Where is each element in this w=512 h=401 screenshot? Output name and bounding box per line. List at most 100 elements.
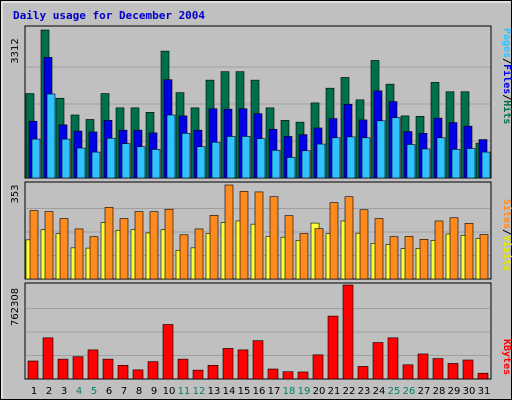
bar-pages-day-1 — [31, 138, 41, 179]
x-tick-label-19: 19 — [298, 386, 311, 397]
bar-pages-day-23 — [361, 137, 371, 179]
bar-sites-day-2 — [44, 211, 54, 280]
bar-pages-day-5 — [91, 151, 101, 179]
bar-pages-day-2 — [46, 93, 56, 179]
legend-hits: Hits — [501, 100, 512, 124]
bar-kbytes-day-8 — [132, 369, 144, 380]
bar-kbytes-day-5 — [87, 349, 99, 380]
bar-sites-day-18 — [284, 215, 294, 280]
bar-kbytes-day-19 — [297, 371, 309, 380]
bar-pages-day-10 — [166, 114, 176, 179]
bar-kbytes-day-27 — [417, 353, 429, 380]
bar-sites-day-21 — [329, 202, 339, 280]
bar-pages-day-8 — [136, 146, 146, 179]
bar-kbytes-day-1 — [27, 360, 39, 380]
bar-pages-day-15 — [241, 136, 251, 179]
bar-pages-day-18 — [286, 157, 296, 179]
bar-kbytes-day-15 — [237, 349, 249, 380]
legend-panel1: Pages/Files/Hits — [501, 28, 512, 124]
bar-sites-day-31 — [479, 234, 489, 280]
x-tick-label-4: 4 — [76, 386, 82, 397]
x-tick-label-24: 24 — [373, 386, 386, 397]
bar-sites-day-11 — [179, 234, 189, 280]
bar-sites-day-13 — [209, 215, 219, 280]
bar-sites-day-22 — [344, 196, 354, 280]
bar-kbytes-day-4 — [72, 356, 84, 380]
bar-kbytes-day-18 — [282, 371, 294, 380]
bars-layer — [25, 29, 491, 380]
bar-pages-day-31 — [481, 151, 491, 179]
bar-sites-day-3 — [59, 218, 69, 280]
bar-pages-day-17 — [271, 149, 281, 179]
legend-pages: Pages — [501, 28, 512, 58]
bar-kbytes-day-14 — [222, 348, 234, 380]
bar-sites-day-27 — [419, 239, 429, 280]
x-tick-label-27: 27 — [418, 386, 431, 397]
bar-kbytes-day-29 — [447, 363, 459, 380]
bar-sites-day-26 — [404, 236, 414, 280]
bar-kbytes-day-7 — [117, 365, 129, 380]
x-tick-label-5: 5 — [91, 386, 97, 397]
bar-sites-day-6 — [104, 207, 114, 280]
bar-sites-day-28 — [434, 220, 444, 280]
bar-pages-day-11 — [181, 133, 191, 179]
bar-pages-day-13 — [211, 141, 221, 179]
bar-kbytes-day-11 — [177, 358, 189, 380]
bar-sites-day-29 — [449, 217, 459, 280]
x-tick-label-28: 28 — [433, 386, 446, 397]
bar-kbytes-day-17 — [267, 368, 279, 380]
bar-sites-day-14 — [224, 184, 234, 280]
x-tick-label-2: 2 — [46, 386, 52, 397]
legend-panel2: Sites/Visits — [501, 199, 512, 271]
x-tick-label-26: 26 — [403, 386, 416, 397]
bar-sites-day-5 — [89, 236, 99, 280]
bar-pages-day-9 — [151, 149, 161, 179]
legend-kbytes: KBytes — [501, 339, 512, 375]
bar-pages-day-12 — [196, 146, 206, 179]
bar-kbytes-day-10 — [162, 324, 174, 380]
x-tick-label-31: 31 — [478, 386, 491, 397]
bar-pages-day-20 — [316, 143, 326, 179]
ymax-label-visits: 353 — [10, 184, 21, 203]
bar-sites-day-24 — [374, 218, 384, 280]
bar-kbytes-day-26 — [402, 364, 414, 380]
bar-sites-day-4 — [74, 228, 84, 280]
bar-sites-day-30 — [464, 223, 474, 280]
bar-kbytes-day-21 — [327, 315, 339, 380]
bar-kbytes-day-30 — [462, 359, 474, 380]
bar-pages-day-22 — [346, 136, 356, 179]
bar-sites-day-16 — [254, 191, 264, 280]
x-tick-label-16: 16 — [253, 386, 266, 397]
bar-pages-day-29 — [451, 149, 461, 179]
x-axis-labels: 1 2 3 4 5 6 7 8 9 10 11 12 13 14 15 16 17 18 19 20 21 22 23 24 2… — [31, 386, 491, 397]
x-tick-label-7: 7 — [121, 386, 127, 397]
bar-pages-day-30 — [466, 148, 476, 179]
x-tick-label-23: 23 — [358, 386, 371, 397]
bar-sites-day-15 — [239, 191, 249, 280]
bar-pages-day-6 — [106, 137, 116, 179]
bar-kbytes-day-16 — [252, 340, 264, 380]
x-tick-label-30: 30 — [463, 386, 476, 397]
bar-kbytes-day-22 — [342, 284, 354, 380]
x-tick-label-1: 1 — [31, 386, 37, 397]
x-tick-label-3: 3 — [61, 386, 67, 397]
bar-kbytes-day-13 — [207, 365, 219, 380]
legend-sep-3: / — [501, 229, 512, 235]
x-tick-label-14: 14 — [223, 386, 236, 397]
bar-pages-day-4 — [76, 147, 86, 179]
x-tick-label-13: 13 — [208, 386, 221, 397]
bar-sites-day-12 — [194, 228, 204, 280]
x-tick-label-9: 9 — [151, 386, 157, 397]
legend-sites: Sites — [501, 199, 512, 229]
x-tick-label-6: 6 — [106, 386, 112, 397]
legend-files: Files — [501, 64, 512, 94]
bar-pages-day-16 — [256, 138, 266, 179]
x-tick-label-22: 22 — [343, 386, 356, 397]
bar-kbytes-day-9 — [147, 361, 159, 380]
bar-pages-day-7 — [121, 143, 131, 179]
bar-sites-day-9 — [149, 211, 159, 280]
bar-pages-day-14 — [226, 136, 236, 179]
x-tick-label-29: 29 — [448, 386, 461, 397]
